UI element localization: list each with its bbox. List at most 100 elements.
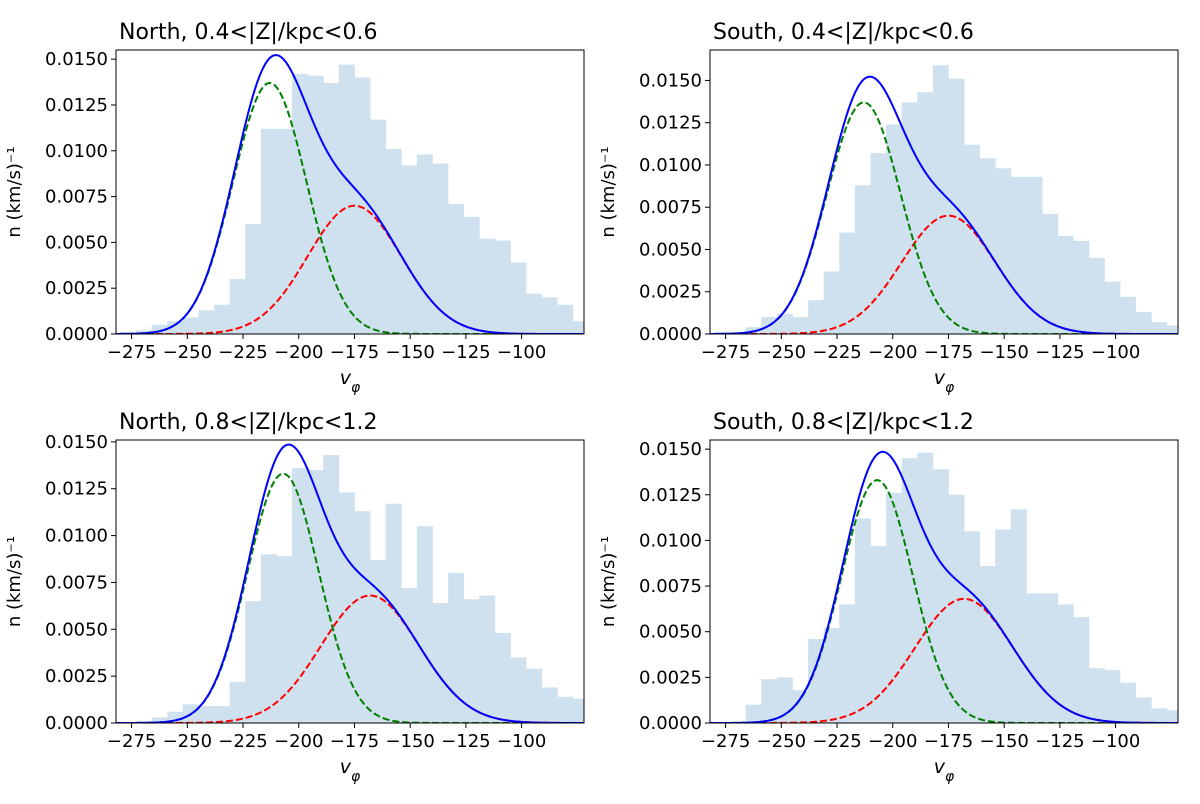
- x-tick-label: −250: [757, 342, 806, 363]
- histogram-bar: [354, 77, 371, 334]
- histogram-bar: [198, 310, 215, 334]
- y-tick-label: 0.0025: [45, 278, 108, 299]
- histogram-bar: [932, 65, 949, 334]
- x-tick-label: −200: [868, 342, 917, 363]
- histogram-bar: [292, 468, 309, 723]
- histogram-bar: [229, 279, 246, 334]
- y-tick-label: 0.0075: [45, 572, 108, 593]
- x-tick-label: −150: [385, 731, 434, 752]
- y-tick-label: 0.0150: [639, 439, 702, 460]
- panel-north-low: −275 −250 −225 −200 −175 −150 −125 −100 0.0000 0.…: [4, 20, 636, 396]
- y-tick-label: 0.0075: [639, 576, 702, 597]
- histogram-bar: [1104, 670, 1121, 723]
- histogram-bar: [276, 556, 293, 723]
- x-tick-label: −250: [163, 342, 212, 363]
- histogram-bar: [245, 224, 262, 334]
- y-tick-label: 0.0125: [639, 113, 702, 134]
- histogram-bar: [948, 494, 965, 723]
- histogram-bar: [1010, 176, 1027, 334]
- x-axis-label-subscript: φ: [351, 769, 361, 785]
- y-tick-label: 0.0000: [45, 713, 108, 734]
- histogram-bar: [917, 452, 934, 723]
- histogram-bar: [588, 325, 604, 334]
- component-a-curve: [710, 101, 1178, 334]
- x-tick-label: −225: [812, 342, 861, 363]
- histogram-bar: [808, 639, 825, 723]
- histogram-bar: [979, 565, 996, 723]
- histogram-bar: [620, 329, 636, 334]
- histogram-bar: [448, 203, 465, 334]
- histogram-bar: [260, 128, 277, 334]
- x-axis-label: vφ: [340, 756, 361, 785]
- histogram-bar: [604, 327, 620, 334]
- x-tick-label: −125: [1035, 342, 1084, 363]
- y-tick-label: 0.0075: [639, 197, 702, 218]
- histogram-bar: [448, 573, 465, 723]
- histogram-bar: [1010, 509, 1027, 723]
- y-tick-label: 0.0100: [639, 155, 702, 176]
- component-a-curve: [116, 81, 584, 334]
- histogram-bar: [1026, 593, 1043, 723]
- y-tick-label: 0.0050: [45, 232, 108, 253]
- histogram-bar: [479, 238, 496, 334]
- y-tick-label: 0.0000: [639, 713, 702, 734]
- x-axis-label: vφ: [934, 756, 955, 785]
- histogram-bar: [198, 706, 215, 723]
- histogram-bar: [745, 704, 762, 723]
- histogram: [745, 452, 1178, 723]
- histogram-bar: [1182, 326, 1198, 334]
- y-tick-label: 0.0025: [45, 666, 108, 687]
- histogram-bar: [494, 633, 511, 723]
- histogram-bar: [1042, 213, 1059, 334]
- histogram-bar: [1166, 710, 1178, 723]
- y-tick-label: 0.0050: [45, 619, 108, 640]
- panel-north-high: −275 −250 −225 −200 −175 −150 −125 −100 0.0000 0.…: [4, 410, 585, 785]
- histogram-bar: [541, 687, 558, 723]
- axes-frame: [115, 439, 585, 724]
- histogram-bar: [964, 531, 981, 723]
- histogram-bar: [463, 216, 480, 334]
- x-tick-label: −125: [441, 731, 490, 752]
- histogram-bar: [823, 271, 840, 334]
- y-axis-label: n (km/s)⁻¹: [4, 536, 25, 627]
- curves: [710, 450, 1178, 723]
- histogram-bar: [307, 469, 324, 723]
- histogram-bar: [307, 75, 324, 334]
- x-tick-label: −275: [107, 731, 156, 752]
- histogram-bar: [510, 262, 527, 334]
- histogram-bar: [510, 657, 527, 723]
- histogram-bar: [370, 559, 387, 723]
- histogram-bar: [463, 599, 480, 723]
- histogram-bar: [416, 526, 433, 723]
- histogram-bar: [979, 158, 996, 334]
- histogram-bar: [776, 677, 793, 723]
- histogram-bar: [260, 554, 277, 723]
- x-tick-label: −250: [163, 731, 212, 752]
- histogram-bar: [823, 628, 840, 723]
- histogram-bar: [1120, 296, 1137, 334]
- x-tick-label: −175: [924, 342, 973, 363]
- histogram-bar: [839, 232, 856, 334]
- x-tick-label: −225: [812, 731, 861, 752]
- x-tick-label: −100: [1091, 342, 1140, 363]
- x-tick-label: −150: [385, 342, 434, 363]
- histogram-bar: [1042, 593, 1059, 723]
- y-tick-label: 0.0150: [45, 432, 108, 453]
- histogram-bar: [1166, 325, 1178, 334]
- histogram-bar: [494, 240, 511, 334]
- y-tick-label: 0.0050: [639, 239, 702, 260]
- x-axis-label: vφ: [340, 367, 361, 396]
- x-tick-label: −275: [701, 731, 750, 752]
- y-axis-label: n (km/s)⁻¹: [598, 146, 619, 237]
- x-axis-label: vφ: [934, 367, 955, 396]
- histogram-bar: [886, 124, 903, 334]
- panel-south-low: −275 −250 −225 −200 −175 −150 −125 −100 0.0000 0.…: [598, 20, 1198, 396]
- x-tick-label: −125: [441, 342, 490, 363]
- histogram-bar: [338, 64, 355, 334]
- histogram-bar: [1151, 708, 1168, 723]
- histogram-bar: [416, 154, 433, 334]
- y-tick-label: 0.0150: [45, 49, 108, 70]
- y-axis-label: n (km/s)⁻¹: [598, 536, 619, 627]
- histogram-bar: [932, 469, 949, 723]
